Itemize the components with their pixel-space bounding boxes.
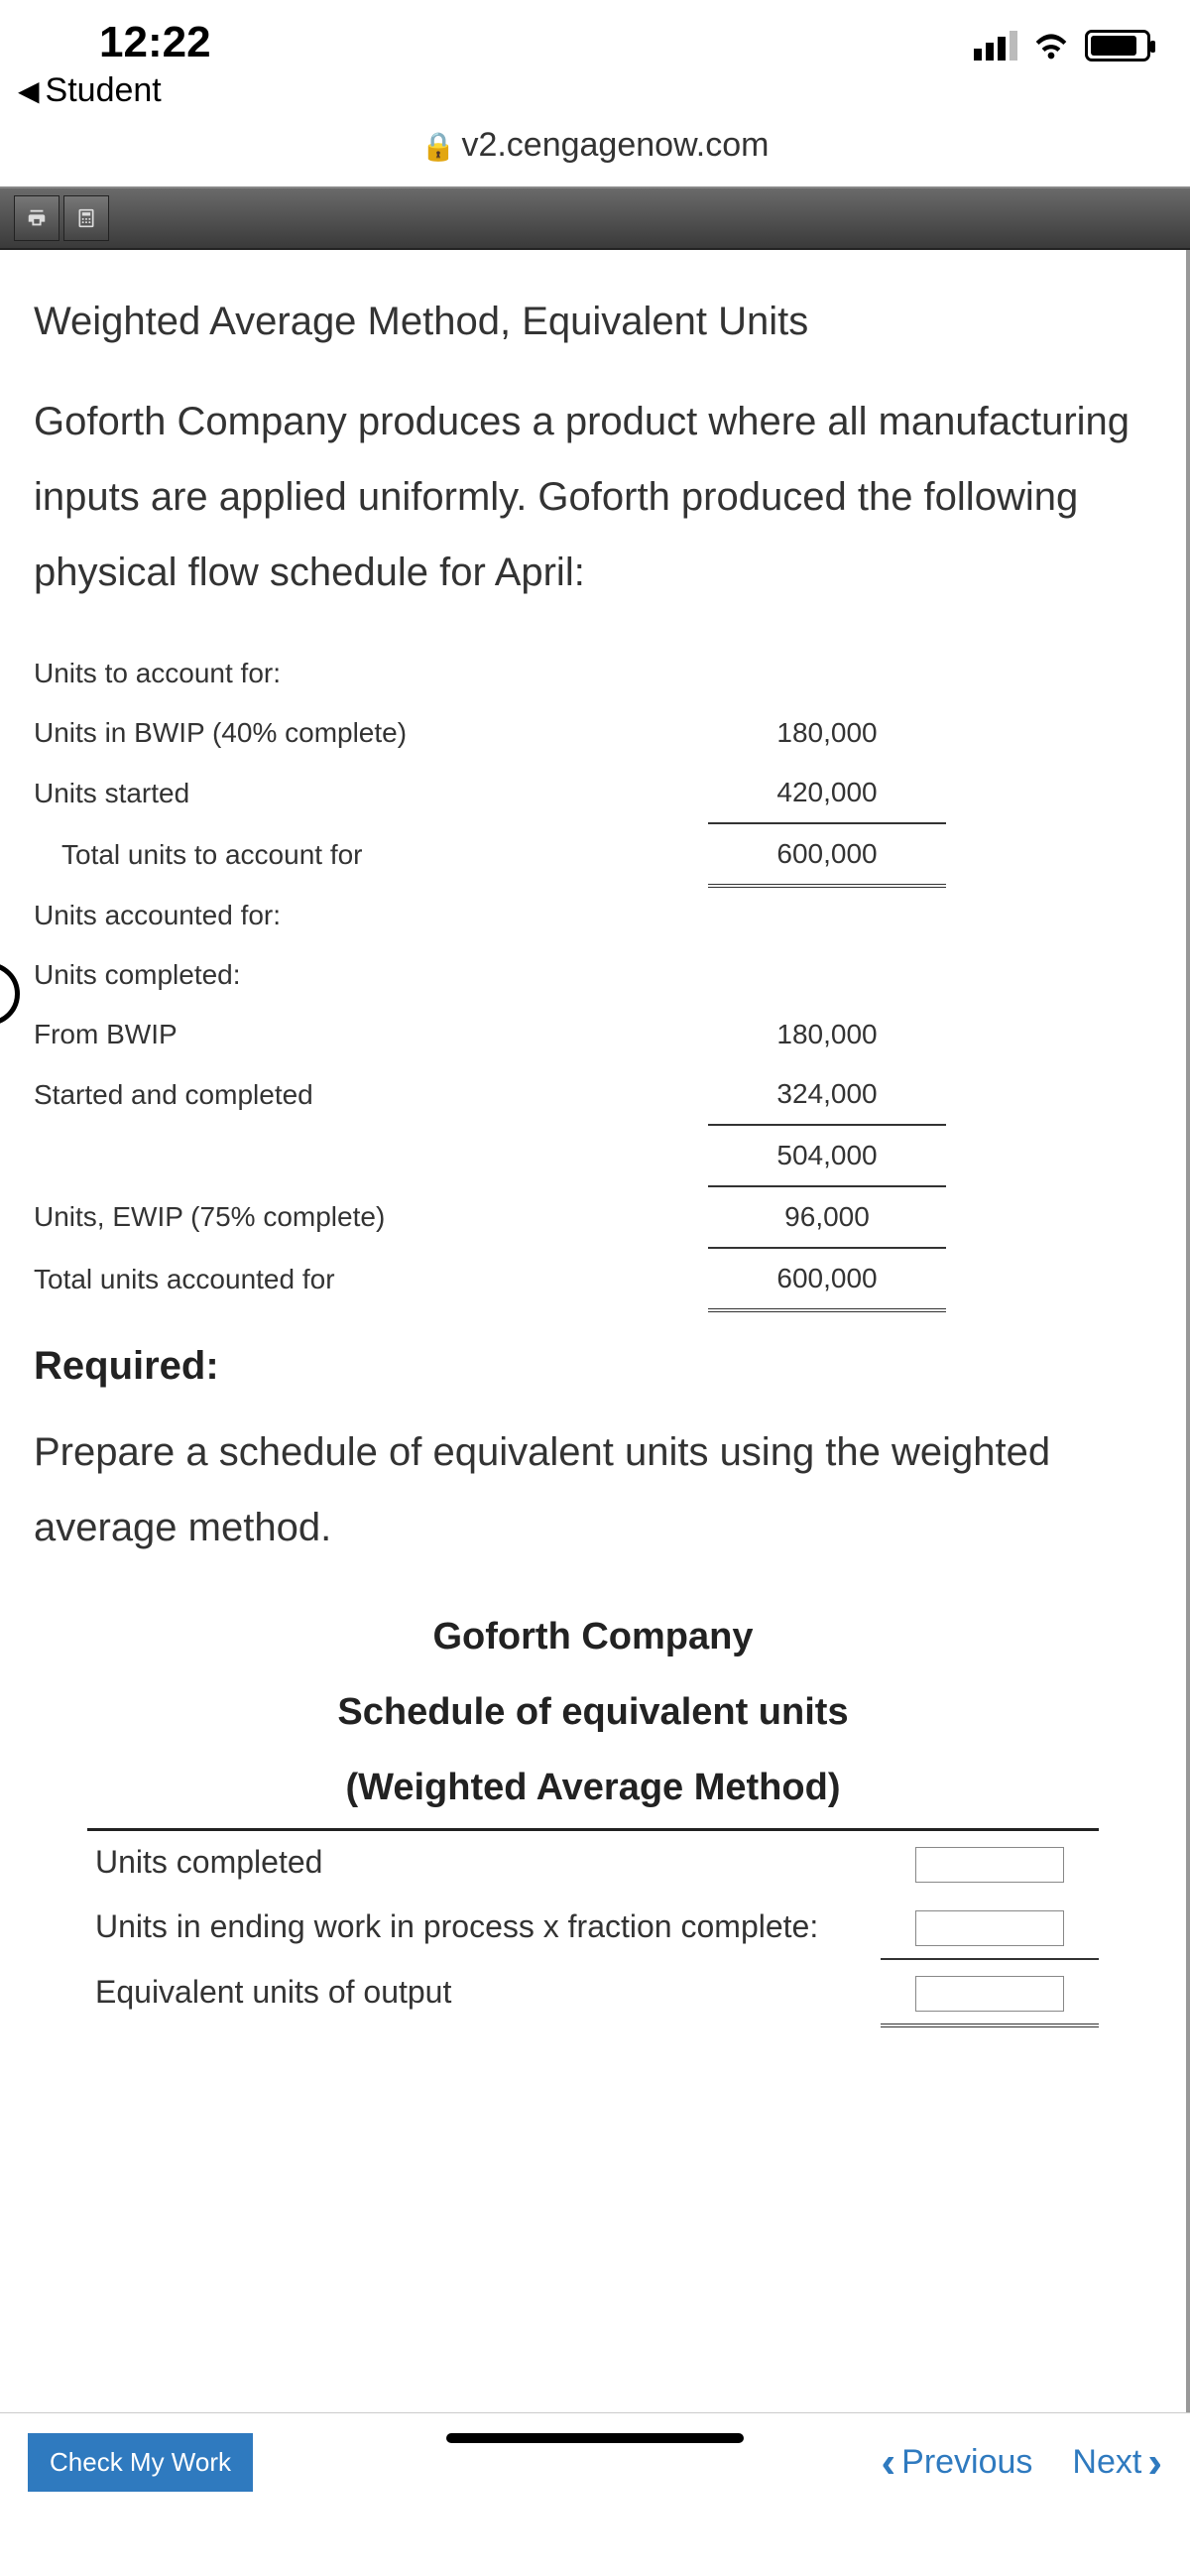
url-text: v2.cengagenow.com [461, 126, 769, 164]
table-row: Units accounted for: [34, 886, 946, 945]
row-label: Units to account for: [34, 644, 708, 703]
table-row: Units completed: [34, 945, 946, 1005]
back-to-app-button[interactable]: ◀ Student [0, 71, 1190, 110]
next-button[interactable]: Next › [1072, 2441, 1162, 2485]
row-value: 180,000 [708, 1005, 946, 1064]
table-row: Units started420,000 [34, 763, 946, 823]
row-label: Total units to account for [34, 823, 708, 886]
cellular-signal-icon [974, 31, 1017, 61]
main-content: Weighted Average Method, Equivalent Unit… [0, 250, 1190, 2412]
row-label: Started and completed [34, 1064, 708, 1125]
row-label: Units completed: [34, 945, 708, 1005]
previous-label: Previous [901, 2443, 1032, 2482]
units-completed-input[interactable] [915, 1847, 1064, 1883]
table-row: Started and completed324,000 [34, 1064, 946, 1125]
chevron-right-icon: › [1147, 2441, 1162, 2485]
required-heading: Required: [34, 1344, 1152, 1389]
back-triangle-icon: ◀ [18, 74, 40, 107]
app-toolbar [0, 186, 1190, 250]
ewip-fraction-input[interactable] [915, 1910, 1064, 1946]
answer-row-label: Units in ending work in process x fracti… [87, 1895, 881, 1959]
row-label: Units started [34, 763, 708, 823]
table-row: Units to account for: [34, 644, 946, 703]
intro-paragraph: Goforth Company produces a product where… [34, 384, 1152, 610]
equivalent-units-input[interactable] [915, 1976, 1064, 2012]
print-icon [26, 207, 48, 229]
row-label: Total units accounted for [34, 1248, 708, 1310]
browser-url-bar[interactable]: 🔒v2.cengagenow.com [0, 120, 1190, 186]
decorative-circle [0, 962, 20, 1026]
table-row: Equivalent units of output [87, 1959, 1099, 2025]
calculator-icon [76, 207, 96, 229]
row-value: 600,000 [708, 823, 946, 886]
toolbar-calculator-button[interactable] [63, 195, 109, 241]
row-value: 324,000 [708, 1064, 946, 1125]
answer-line3: (Weighted Average Method) [34, 1750, 1152, 1825]
check-my-work-button[interactable]: Check My Work [28, 2433, 253, 2492]
answer-row-label: Equivalent units of output [87, 1959, 881, 2025]
row-label: Units accounted for: [34, 886, 708, 945]
bottom-nav-bar: Check My Work ‹ Previous Next › [0, 2412, 1190, 2512]
back-app-label: Student [46, 71, 162, 110]
table-row: Total units to account for600,000 [34, 823, 946, 886]
answer-line2: Schedule of equivalent units [34, 1674, 1152, 1750]
row-value: 600,000 [708, 1248, 946, 1310]
chevron-left-icon: ‹ [881, 2441, 895, 2485]
row-value: 504,000 [708, 1125, 946, 1186]
toolbar-print-button[interactable] [14, 195, 60, 241]
row-value: 180,000 [708, 703, 946, 763]
required-text: Prepare a schedule of equivalent units u… [34, 1414, 1152, 1565]
nav-buttons: ‹ Previous Next › [881, 2441, 1162, 2485]
table-row: Units in ending work in process x fracti… [87, 1895, 1099, 1959]
row-label: Units in BWIP (40% complete) [34, 703, 708, 763]
answer-header: Goforth Company Schedule of equivalent u… [34, 1599, 1152, 1825]
table-row: 504,000 [34, 1125, 946, 1186]
table-row: From BWIP180,000 [34, 1005, 946, 1064]
status-time: 12:22 [99, 18, 211, 67]
home-indicator[interactable] [446, 2433, 744, 2443]
lock-icon: 🔒 [421, 131, 456, 162]
next-label: Next [1072, 2443, 1141, 2482]
answer-table: Units completed Units in ending work in … [87, 1825, 1099, 2027]
row-value: 96,000 [708, 1186, 946, 1248]
answer-row-label: Units completed [87, 1829, 881, 1895]
table-row: Units completed [87, 1829, 1099, 1895]
physical-flow-schedule-table: Units to account for: Units in BWIP (40%… [34, 644, 946, 1312]
answer-line1: Goforth Company [34, 1599, 1152, 1674]
table-row: Units, EWIP (75% complete)96,000 [34, 1186, 946, 1248]
row-value: 420,000 [708, 763, 946, 823]
previous-button[interactable]: ‹ Previous [881, 2441, 1032, 2485]
row-label: From BWIP [34, 1005, 708, 1064]
battery-icon [1085, 30, 1150, 61]
row-label: Units, EWIP (75% complete) [34, 1186, 708, 1248]
status-indicators [974, 26, 1150, 65]
page-title: Weighted Average Method, Equivalent Unit… [34, 300, 1152, 344]
table-row: Units in BWIP (40% complete)180,000 [34, 703, 946, 763]
table-row: Total units accounted for600,000 [34, 1248, 946, 1310]
wifi-icon [1031, 26, 1071, 65]
